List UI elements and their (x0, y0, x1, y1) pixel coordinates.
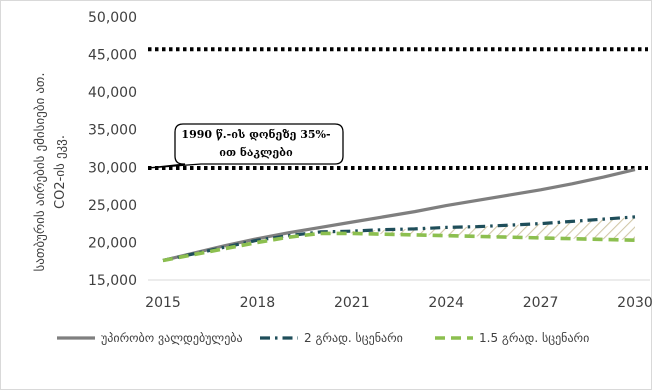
x-tick-label: 2024 (428, 295, 464, 311)
y-axis-label: სათბურის აირების ემისიები ათ. CO2-ის ეკვ… (33, 73, 68, 272)
x-tick-label: 2015 (145, 295, 181, 311)
legend: უპირობო ვალდებულება 2 გრად. სცენარი 1.5 გრ… (57, 331, 589, 345)
legend-label: უპირობო ვალდებულება (101, 331, 243, 345)
y-tick-label: 20,000 (88, 235, 137, 251)
callout-box (147, 123, 344, 169)
y-tick-label: 25,000 (88, 198, 137, 214)
y-tick-label: 45,000 (88, 48, 137, 64)
scenario-gap-hatched-area (320, 216, 635, 241)
y-tick-labels: 15,000 20,000 25,000 30,000 35,000 40,000 45,0… (88, 10, 137, 289)
y-axis-label-line1: სათბურის აირების ემისიები ათ. (33, 73, 48, 272)
legend-label: 2 გრად. სცენარი (304, 331, 403, 345)
series-lines (162, 167, 636, 263)
y-tick-label: 30,000 (88, 160, 137, 176)
y-tick-label: 40,000 (88, 85, 137, 101)
legend-label: 1.5 გრად. სცენარი (479, 331, 589, 345)
x-tick-label: 2021 (334, 295, 370, 311)
x-tick-labels: 2015 2018 2021 2024 2027 2030 (145, 295, 652, 311)
x-tick-label: 2018 (240, 295, 276, 311)
callout-annotation: 1990 წ.-ის დონეზე 35%- ით ნაკლები (147, 123, 344, 169)
x-tick-label: 2027 (523, 295, 559, 311)
series-line (162, 167, 636, 263)
series-line (162, 231, 636, 263)
y-tick-label: 50,000 (88, 10, 137, 26)
y-tick-label: 15,000 (88, 273, 137, 289)
callout-text-line2: ით ნაკლები (219, 146, 293, 159)
callout-text-line1: 1990 წ.-ის დონეზე 35%- (181, 128, 330, 141)
y-axis-label-line2: CO2-ის ეკვ. (53, 135, 68, 209)
x-tick-label: 2030 (617, 295, 652, 311)
y-tick-label: 35,000 (88, 123, 137, 139)
